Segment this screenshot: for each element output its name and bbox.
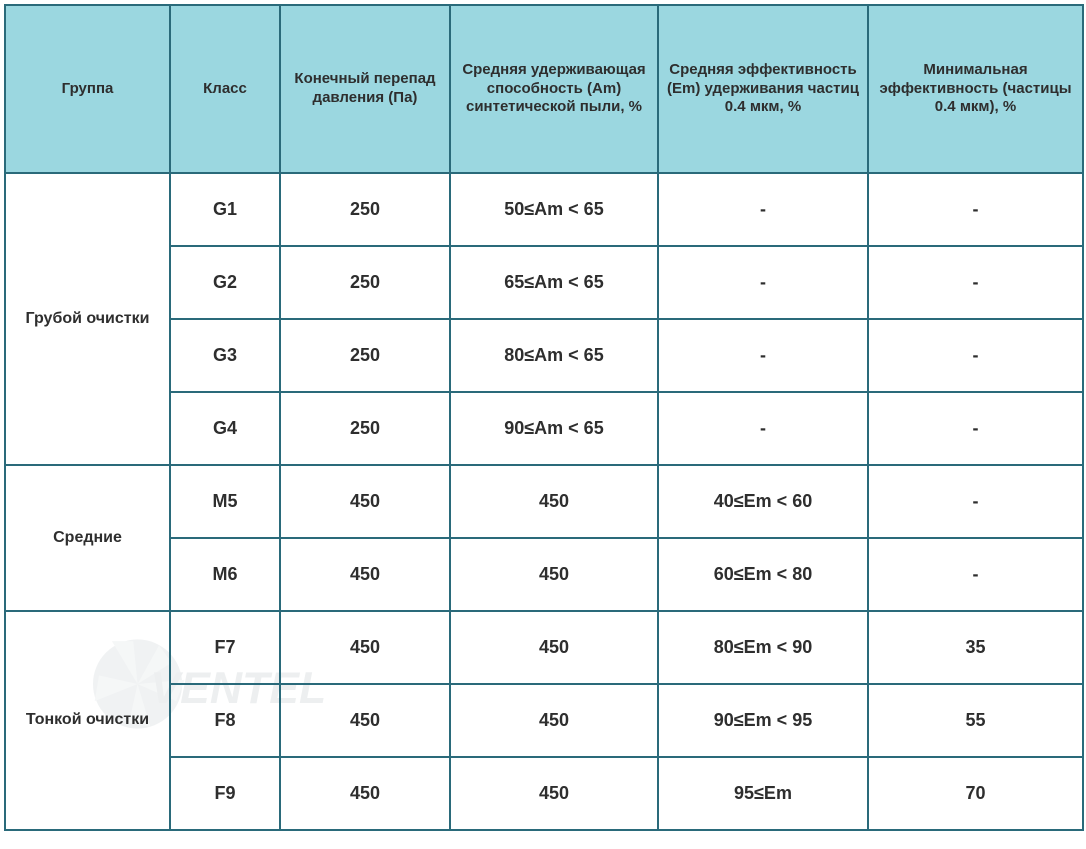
col-header-pressure-drop: Конечный перепад давления (Па) [280, 5, 450, 173]
cell-min: - [868, 173, 1083, 246]
cell-am: 450 [450, 538, 658, 611]
cell-class: F9 [170, 757, 280, 830]
col-header-em: Средняя эффективность (Em) удерживания ч… [658, 5, 868, 173]
cell-class: G1 [170, 173, 280, 246]
cell-am: 50≤Am < 65 [450, 173, 658, 246]
cell-em: 80≤Em < 90 [658, 611, 868, 684]
cell-min: 35 [868, 611, 1083, 684]
cell-em: 40≤Em < 60 [658, 465, 868, 538]
group-cell: Тонкой очистки [5, 611, 170, 830]
cell-em: - [658, 392, 868, 465]
cell-min: - [868, 465, 1083, 538]
cell-min: - [868, 538, 1083, 611]
cell-min: - [868, 392, 1083, 465]
cell-drop: 450 [280, 538, 450, 611]
cell-am: 65≤Am < 65 [450, 246, 658, 319]
filter-class-table-wrap: VENTEL Группа Класс Конечный перепад дав… [4, 4, 1082, 831]
cell-class: G4 [170, 392, 280, 465]
cell-class: G2 [170, 246, 280, 319]
cell-drop: 250 [280, 392, 450, 465]
col-header-am: Средняя удерживающая способность (Am) си… [450, 5, 658, 173]
cell-drop: 450 [280, 465, 450, 538]
cell-drop: 450 [280, 611, 450, 684]
cell-am: 450 [450, 465, 658, 538]
cell-class: G3 [170, 319, 280, 392]
cell-am: 80≤Am < 65 [450, 319, 658, 392]
cell-em: 95≤Em [658, 757, 868, 830]
group-cell: Средние [5, 465, 170, 611]
table-row: Грубой очистки G1 250 50≤Am < 65 - - [5, 173, 1083, 246]
group-cell: Грубой очистки [5, 173, 170, 465]
cell-em: - [658, 319, 868, 392]
cell-min: 55 [868, 684, 1083, 757]
cell-drop: 450 [280, 757, 450, 830]
cell-drop: 450 [280, 684, 450, 757]
col-header-group: Группа [5, 5, 170, 173]
cell-drop: 250 [280, 246, 450, 319]
col-header-class: Класс [170, 5, 280, 173]
cell-am: 450 [450, 684, 658, 757]
cell-am: 450 [450, 611, 658, 684]
table-row: Средние M5 450 450 40≤Em < 60 - [5, 465, 1083, 538]
col-header-min-eff: Минимальная эффективность (частицы 0.4 м… [868, 5, 1083, 173]
cell-class: F8 [170, 684, 280, 757]
table-header: Группа Класс Конечный перепад давления (… [5, 5, 1083, 173]
cell-am: 450 [450, 757, 658, 830]
cell-class: M5 [170, 465, 280, 538]
cell-class: F7 [170, 611, 280, 684]
cell-am: 90≤Am < 65 [450, 392, 658, 465]
cell-em: 60≤Em < 80 [658, 538, 868, 611]
table-body: Грубой очистки G1 250 50≤Am < 65 - - G2 … [5, 173, 1083, 830]
table-row: Тонкой очистки F7 450 450 80≤Em < 90 35 [5, 611, 1083, 684]
cell-em: 90≤Em < 95 [658, 684, 868, 757]
cell-em: - [658, 173, 868, 246]
cell-min: - [868, 246, 1083, 319]
filter-class-table: Группа Класс Конечный перепад давления (… [4, 4, 1084, 831]
cell-drop: 250 [280, 173, 450, 246]
cell-class: M6 [170, 538, 280, 611]
cell-em: - [658, 246, 868, 319]
cell-min: 70 [868, 757, 1083, 830]
cell-drop: 250 [280, 319, 450, 392]
cell-min: - [868, 319, 1083, 392]
